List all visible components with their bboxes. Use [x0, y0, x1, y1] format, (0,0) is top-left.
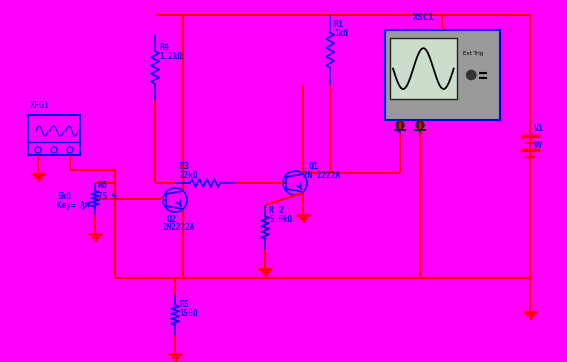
Text: R3: R3 [180, 162, 190, 171]
Text: 5.6kΩ: 5.6kΩ [269, 215, 292, 224]
Text: Key= A: Key= A [57, 201, 84, 210]
Text: 150Ω: 150Ω [179, 309, 197, 318]
Text: R4: R4 [159, 43, 169, 52]
Text: 75 %: 75 % [98, 192, 116, 201]
Bar [28, 115, 80, 155]
Circle shape [466, 70, 476, 80]
Bar [390, 38, 456, 99]
Text: 9V: 9V [534, 141, 543, 150]
Circle shape [396, 121, 404, 129]
Text: R6: R6 [98, 181, 108, 190]
Text: 2N2222A: 2N2222A [163, 223, 196, 232]
Text: XSC1: XSC1 [413, 13, 434, 22]
Text: 5kΩ: 5kΩ [57, 192, 71, 201]
Text: 22kΩ: 22kΩ [180, 171, 198, 180]
Text: R1: R1 [334, 20, 344, 29]
Text: A: A [397, 129, 401, 135]
Text: B: B [417, 129, 421, 135]
Text: 1kΩ: 1kΩ [334, 29, 348, 38]
Text: Q2: Q2 [167, 215, 177, 224]
Text: V1: V1 [534, 124, 544, 133]
Bar [385, 30, 500, 120]
Text: R5: R5 [179, 300, 189, 309]
Text: 1.2kΩ: 1.2kΩ [159, 52, 182, 61]
Text: R 2: R 2 [269, 206, 284, 215]
Circle shape [416, 121, 424, 129]
Text: Q1: Q1 [309, 162, 319, 171]
Text: XFG1: XFG1 [30, 101, 50, 110]
Text: Ext Trig: Ext Trig [463, 51, 484, 56]
Text: 2N 2222A: 2N 2222A [303, 171, 340, 180]
